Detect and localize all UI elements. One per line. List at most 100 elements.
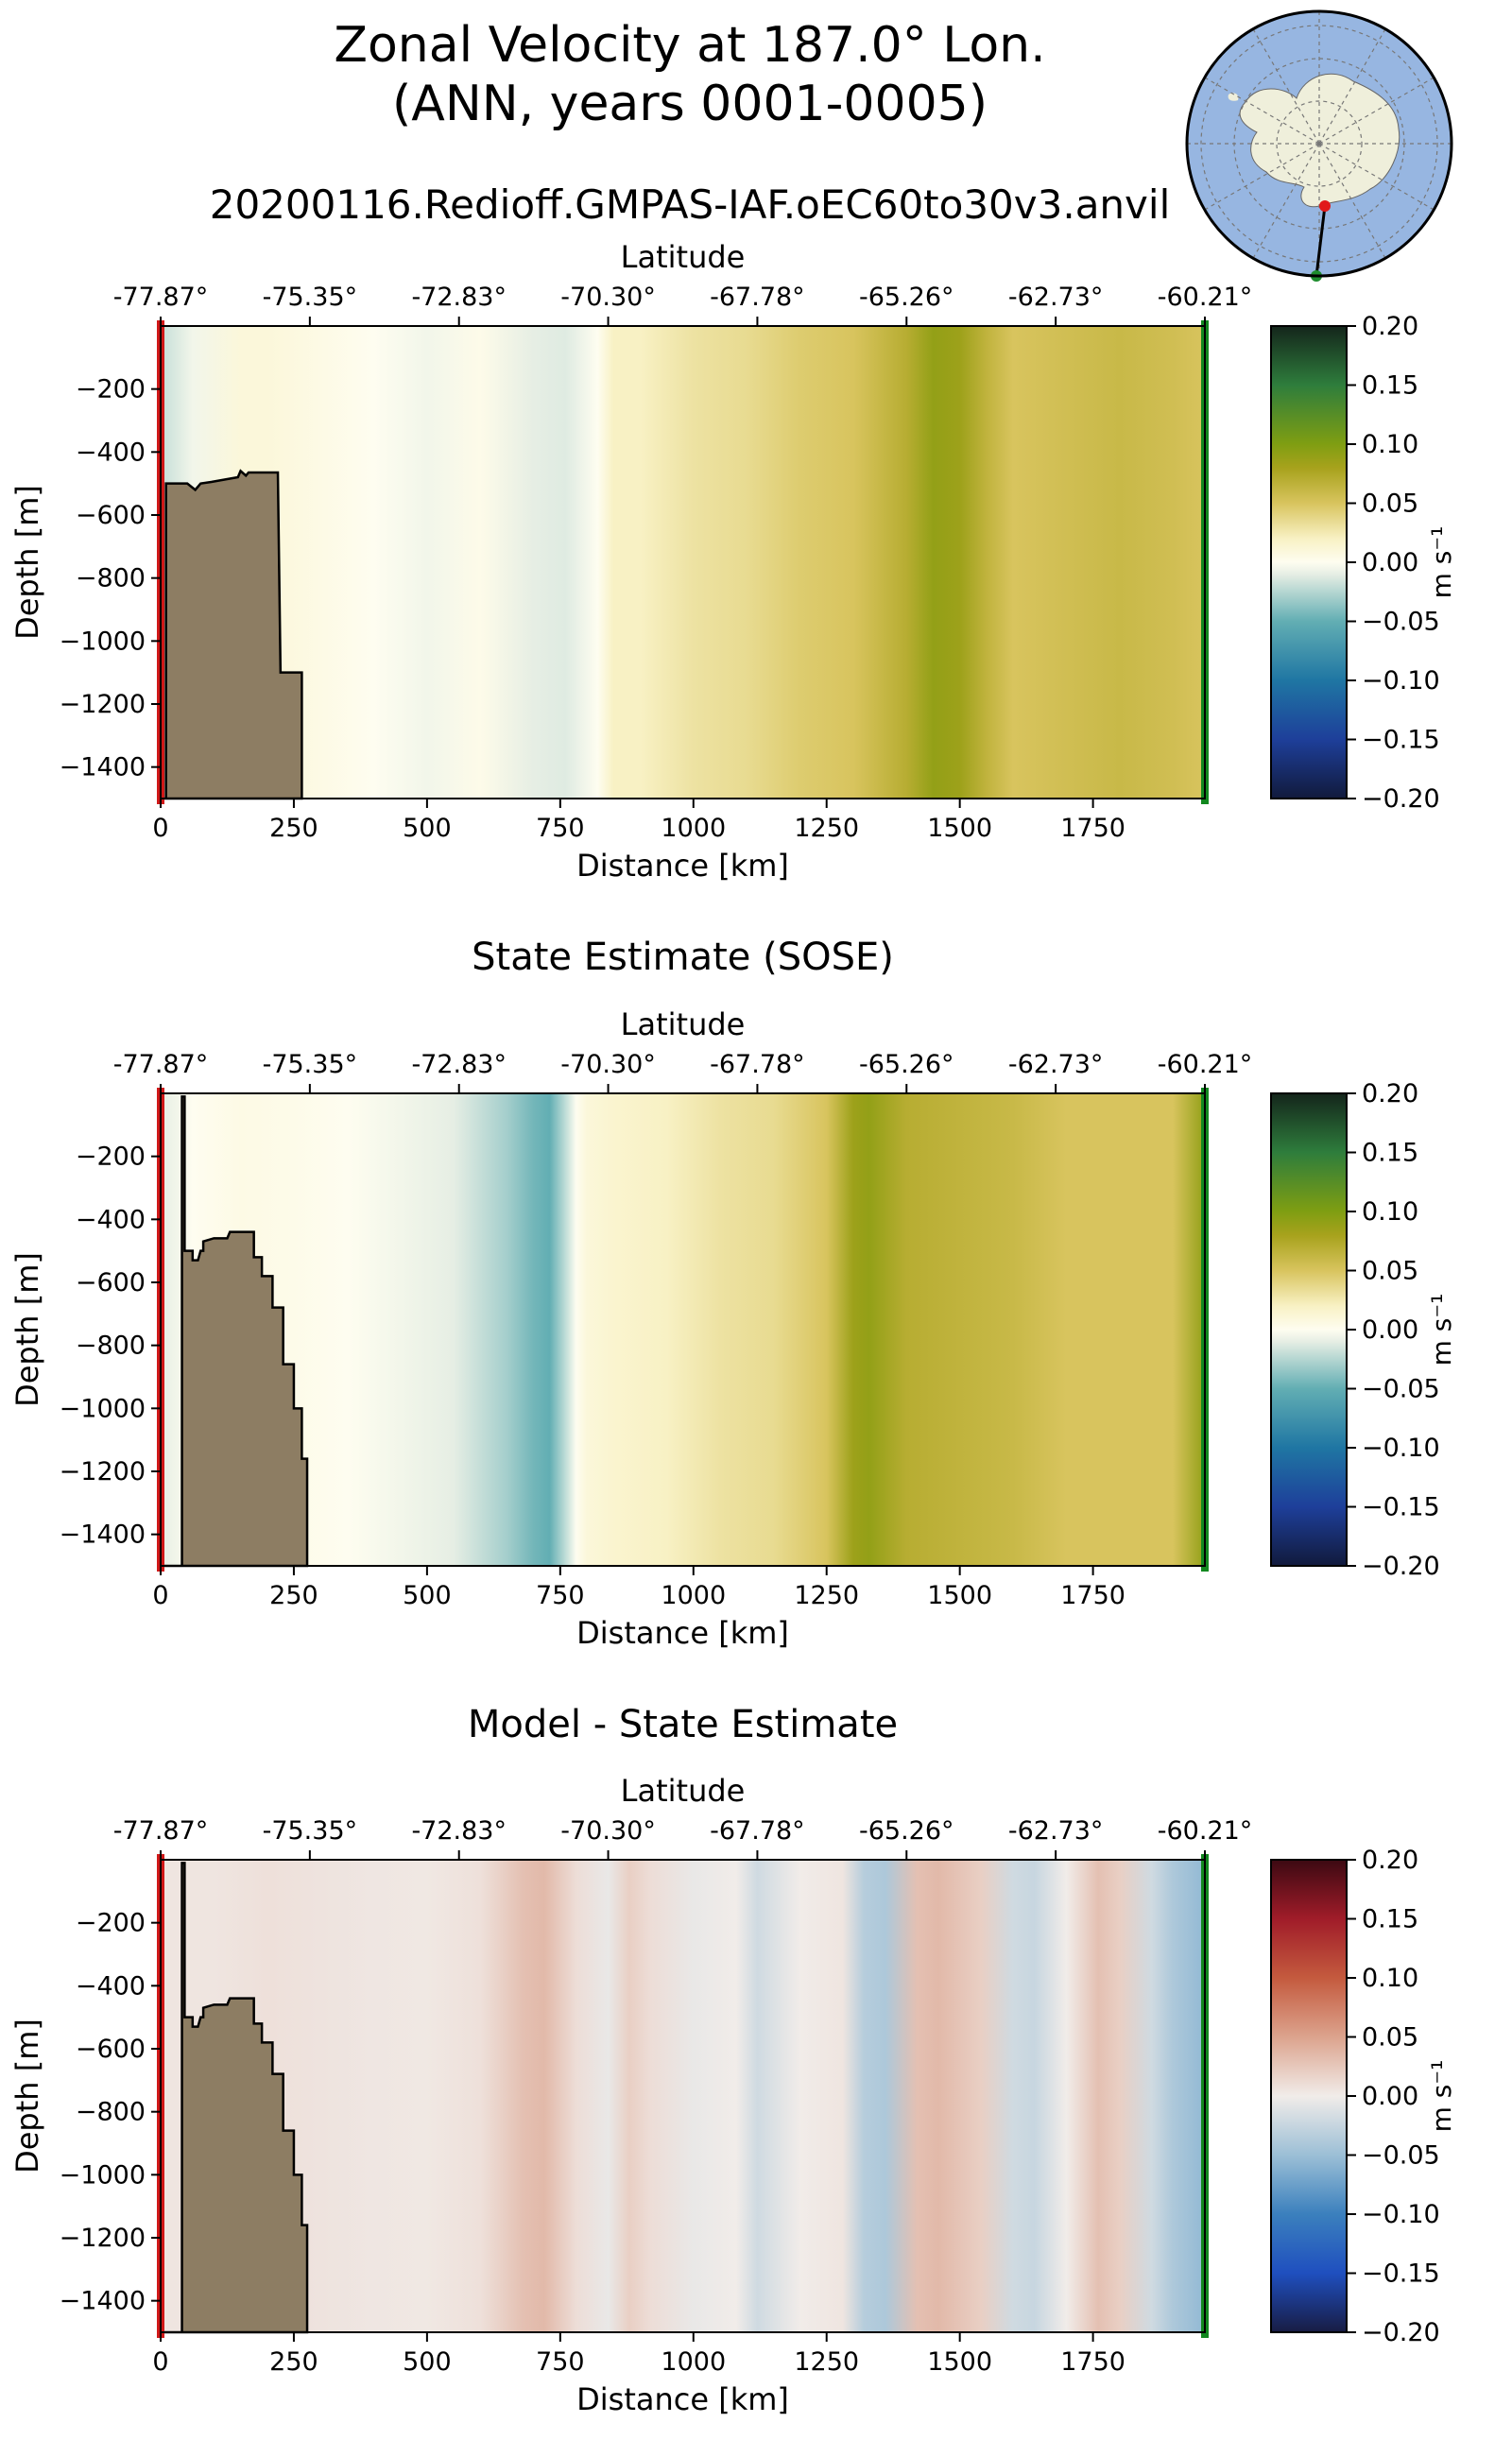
y-axis-label: Depth [m] bbox=[9, 485, 45, 640]
lat-tick-label: -70.30° bbox=[560, 1050, 656, 1079]
x-tick-label: 1750 bbox=[1060, 1581, 1125, 1610]
colorbar-tick-label: −0.10 bbox=[1362, 666, 1440, 696]
x-tick-label: 0 bbox=[152, 814, 168, 843]
x-tick-label: 500 bbox=[403, 814, 452, 843]
y-tick-label: −1000 bbox=[60, 627, 146, 656]
y-tick-label: −600 bbox=[76, 2035, 146, 2064]
map-transect-line bbox=[1314, 205, 1327, 277]
plot-frame bbox=[160, 1859, 1206, 2333]
colorbar-tick-label: −0.05 bbox=[1362, 1375, 1440, 1404]
y-tick-label: −1400 bbox=[60, 753, 146, 782]
map-boundary bbox=[1185, 9, 1453, 278]
lat-tick-label: -67.78° bbox=[710, 283, 805, 312]
y-tick-label: −400 bbox=[76, 1971, 146, 2001]
colorbar-tick-label: 0.00 bbox=[1362, 548, 1418, 577]
lat-tick-label: -60.21° bbox=[1158, 1816, 1253, 1846]
lat-tick-label: -72.83° bbox=[411, 1050, 507, 1079]
y-tick-label: −200 bbox=[76, 1143, 146, 1172]
lat-tick-label: -65.26° bbox=[859, 283, 954, 312]
colorbar-tick-label: −0.20 bbox=[1362, 2318, 1440, 2347]
colorbar-tick-label: −0.15 bbox=[1362, 2259, 1440, 2289]
colorbar-tick-label: 0.15 bbox=[1362, 1905, 1418, 1934]
colorbar-tick-label: 0.20 bbox=[1362, 312, 1418, 341]
x-tick-label: 1750 bbox=[1060, 814, 1125, 843]
lat-tick-label: -65.26° bbox=[859, 1816, 954, 1846]
x-tick-label: 750 bbox=[536, 814, 585, 843]
antarctic-inset-map bbox=[1185, 9, 1453, 282]
map-peninsula-tip bbox=[1228, 93, 1239, 101]
lat-tick-label: -77.87° bbox=[113, 1050, 209, 1079]
y-tick-label: −1200 bbox=[60, 1457, 146, 1486]
colorbar-tick-label: −0.05 bbox=[1362, 2141, 1440, 2171]
map-latitude-circle bbox=[1276, 100, 1363, 187]
x-tick-label: 250 bbox=[269, 1581, 318, 1610]
map-latitude-circle bbox=[1200, 25, 1438, 263]
lat-tick-label: -70.30° bbox=[560, 1816, 656, 1846]
colorbar bbox=[1270, 325, 1348, 799]
lat-tick-label: -62.73° bbox=[1008, 1050, 1104, 1079]
colorbar-tick-label: −0.20 bbox=[1362, 784, 1440, 814]
lat-tick-label: -75.35° bbox=[263, 1050, 358, 1079]
x-tick-label: 750 bbox=[536, 2347, 585, 2377]
colorbar-label: m s⁻¹ bbox=[1426, 1294, 1457, 1366]
lat-tick-label: -77.87° bbox=[113, 283, 209, 312]
y-tick-label: −400 bbox=[76, 1205, 146, 1234]
lat-tick-label: -65.26° bbox=[859, 1050, 954, 1079]
velocity-field bbox=[161, 1093, 1205, 1566]
colorbar-tick-label: −0.15 bbox=[1362, 726, 1440, 755]
bathymetry-seafloor bbox=[161, 1862, 309, 2334]
y-tick-label: −600 bbox=[76, 501, 146, 530]
colorbar-tick-label: −0.15 bbox=[1362, 1493, 1440, 1522]
top-axis-label: Latitude bbox=[621, 1773, 746, 1809]
y-tick-label: −1400 bbox=[60, 2287, 146, 2316]
velocity-field bbox=[161, 1860, 1205, 2332]
lat-tick-label: -72.83° bbox=[411, 1816, 507, 1846]
colorbar-tick-label: 0.05 bbox=[1362, 490, 1418, 519]
colorbar bbox=[1270, 1092, 1348, 1567]
colorbar-label: m s⁻¹ bbox=[1426, 2060, 1457, 2133]
y-tick-label: −800 bbox=[76, 564, 146, 593]
lat-tick-label: -62.73° bbox=[1008, 283, 1104, 312]
lat-tick-label: -75.35° bbox=[263, 283, 358, 312]
y-tick-label: −1000 bbox=[60, 2160, 146, 2190]
x-tick-label: 1750 bbox=[1060, 2347, 1125, 2377]
x-tick-label: 1000 bbox=[661, 814, 726, 843]
colorbar-tick-label: 0.15 bbox=[1362, 371, 1418, 401]
x-tick-label: 500 bbox=[403, 1581, 452, 1610]
colorbar-tick-label: −0.10 bbox=[1362, 1434, 1440, 1463]
x-tick-label: 1000 bbox=[661, 1581, 726, 1610]
panel-title: Model - State Estimate bbox=[468, 1703, 898, 1746]
x-tick-label: 1000 bbox=[661, 2347, 726, 2377]
figure-title-line1: Zonal Velocity at 187.0° Lon. bbox=[334, 17, 1046, 74]
colorbar-label: m s⁻¹ bbox=[1426, 526, 1457, 599]
x-tick-label: 1250 bbox=[794, 1581, 859, 1610]
lat-tick-label: -77.87° bbox=[113, 1816, 209, 1846]
x-tick-label: 1250 bbox=[794, 2347, 859, 2377]
panel-model: 0 250 500 750 1000 1250 1500 1750 Distance [km] -… bbox=[9, 239, 1457, 884]
lat-tick-label: -60.21° bbox=[1158, 1050, 1253, 1079]
y-tick-label: −1000 bbox=[60, 1394, 146, 1423]
x-tick-label: 1500 bbox=[927, 1581, 992, 1610]
panel-difference: Model - State Estimate 0 250 500 750 1000 1250… bbox=[9, 1703, 1457, 2417]
y-tick-label: −200 bbox=[76, 1909, 146, 1938]
x-tick-label: 750 bbox=[536, 1581, 585, 1610]
x-tick-label: 0 bbox=[152, 2347, 168, 2377]
lat-tick-label: -60.21° bbox=[1158, 283, 1253, 312]
x-tick-label: 250 bbox=[269, 814, 318, 843]
top-axis-label: Latitude bbox=[621, 1006, 746, 1042]
plot-frame bbox=[160, 1092, 1206, 1567]
panel-sose: State Estimate (SOSE) 0 250 500 750 1000 1250 1… bbox=[9, 936, 1457, 1651]
y-axis-label: Depth [m] bbox=[9, 1252, 45, 1407]
colorbar-tick-label: 0.00 bbox=[1362, 2082, 1418, 2111]
colorbar-tick-label: 0.10 bbox=[1362, 1964, 1418, 1993]
x-tick-label: 0 bbox=[152, 1581, 168, 1610]
bathymetry-seafloor bbox=[161, 469, 303, 800]
y-tick-label: −800 bbox=[76, 2098, 146, 2127]
y-tick-label: −800 bbox=[76, 1332, 146, 1361]
lat-tick-label: -75.35° bbox=[263, 1816, 358, 1846]
x-axis-label: Distance [km] bbox=[576, 2381, 789, 2417]
velocity-field bbox=[161, 326, 1205, 799]
lat-tick-label: -72.83° bbox=[411, 283, 507, 312]
colorbar-tick-label: 0.15 bbox=[1362, 1139, 1418, 1168]
y-tick-label: −200 bbox=[76, 375, 146, 404]
